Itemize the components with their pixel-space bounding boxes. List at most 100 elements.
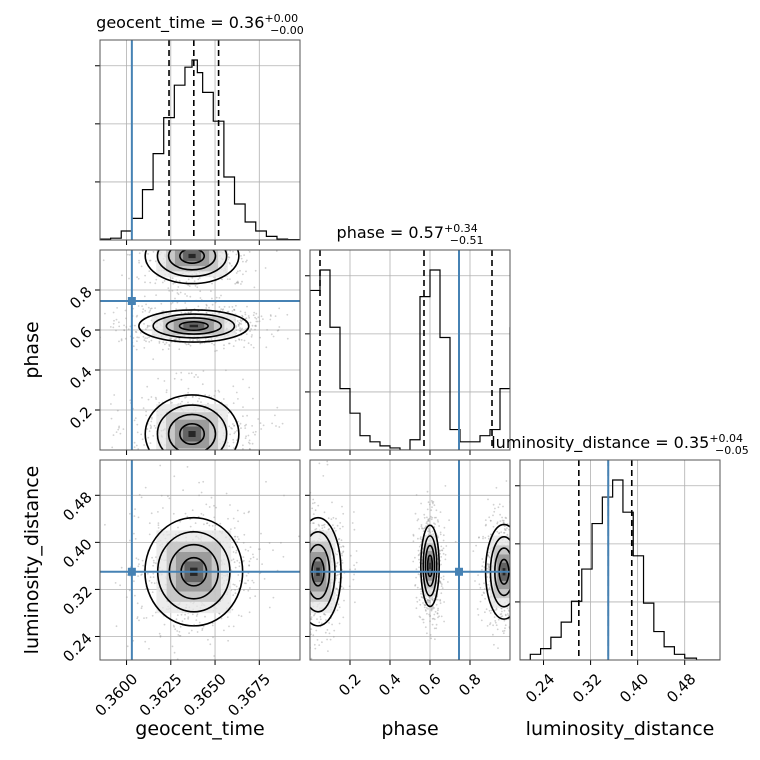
sample-point <box>338 581 340 584</box>
contour-line <box>144 394 240 450</box>
sample-point <box>165 233 167 235</box>
sample-point <box>269 318 272 321</box>
sample-point <box>239 473 241 475</box>
sample-point <box>123 324 125 327</box>
sample-point <box>157 511 159 513</box>
sample-point <box>323 526 326 529</box>
sample-point <box>442 578 445 581</box>
sample-point <box>181 222 183 224</box>
sample-point <box>199 342 202 345</box>
sample-point <box>191 613 194 616</box>
sample-point <box>311 688 313 690</box>
sample-point <box>328 528 330 530</box>
sample-point <box>430 518 433 521</box>
sample-point <box>420 596 423 598</box>
sample-point <box>151 591 154 594</box>
sample-point <box>488 609 491 612</box>
sample-point <box>336 609 339 612</box>
sample-point <box>425 607 428 609</box>
sample-point <box>174 628 177 631</box>
sample-point <box>85 276 87 278</box>
sample-point <box>162 217 164 219</box>
sample-point <box>483 582 485 585</box>
sample-point <box>198 481 201 484</box>
sample-point <box>319 615 322 618</box>
sample-point <box>326 629 329 631</box>
sample-point <box>185 231 187 233</box>
x-axis-label-phase: phase <box>381 718 438 740</box>
contour-line <box>156 404 228 450</box>
sample-point <box>296 524 298 526</box>
sample-point <box>137 277 140 280</box>
sample-point <box>484 588 486 590</box>
sample-point <box>236 241 238 243</box>
sample-point <box>229 504 231 506</box>
sample-point <box>307 554 309 556</box>
sample-point <box>474 580 476 582</box>
sample-point <box>222 242 224 244</box>
sample-point <box>184 469 186 471</box>
sample-point <box>275 425 277 427</box>
sample-point <box>274 540 276 542</box>
sample-point <box>134 594 136 597</box>
sample-point <box>247 549 250 552</box>
sample-point <box>239 319 242 322</box>
sample-point <box>233 432 236 435</box>
sample-point <box>146 326 149 329</box>
sample-point <box>219 522 222 525</box>
sample-point <box>177 500 179 502</box>
sample-point <box>310 657 313 660</box>
sample-point <box>430 608 433 611</box>
sample-point <box>258 548 260 551</box>
sample-point <box>160 302 163 305</box>
sample-point <box>169 237 171 239</box>
sample-point <box>187 312 190 314</box>
sample-point <box>237 323 240 326</box>
sample-point <box>241 327 244 330</box>
sample-point <box>486 576 489 578</box>
sample-point <box>440 585 443 587</box>
sample-point <box>213 486 215 488</box>
sample-point <box>476 608 479 610</box>
sample-point <box>501 610 503 613</box>
y-tick-label: 0.2 <box>66 403 96 433</box>
sample-point <box>511 594 513 596</box>
sample-point <box>340 585 343 588</box>
sample-point <box>255 320 258 323</box>
sample-point <box>196 468 198 470</box>
sample-point <box>151 416 153 419</box>
sample-point <box>211 342 213 345</box>
sample-point <box>274 315 277 317</box>
sample-point <box>144 274 147 277</box>
sample-point <box>248 316 251 319</box>
sample-point <box>428 596 431 599</box>
sample-point <box>166 247 168 249</box>
sample-point <box>412 540 415 543</box>
sample-point <box>512 551 514 553</box>
sample-point <box>511 621 513 623</box>
sample-point <box>202 625 205 628</box>
sample-point <box>432 502 434 505</box>
sample-point <box>177 293 180 296</box>
sample-point <box>529 608 531 610</box>
sample-point <box>297 558 299 560</box>
sample-point <box>143 444 146 446</box>
sample-point <box>213 219 215 221</box>
sample-point <box>187 461 189 463</box>
sample-point <box>427 598 429 601</box>
sample-point <box>209 476 211 478</box>
sample-point <box>503 609 506 612</box>
sample-point <box>416 600 419 603</box>
sample-point <box>242 378 244 381</box>
sample-point <box>112 474 114 476</box>
sample-point <box>295 565 297 567</box>
sample-point <box>484 537 487 539</box>
sample-point <box>185 465 187 467</box>
sample-point <box>253 286 256 289</box>
sample-point <box>233 561 236 564</box>
sample-point <box>158 490 160 492</box>
sample-point <box>177 236 179 238</box>
sample-point <box>301 579 303 581</box>
sample-point <box>341 562 344 564</box>
sample-point <box>503 629 506 632</box>
